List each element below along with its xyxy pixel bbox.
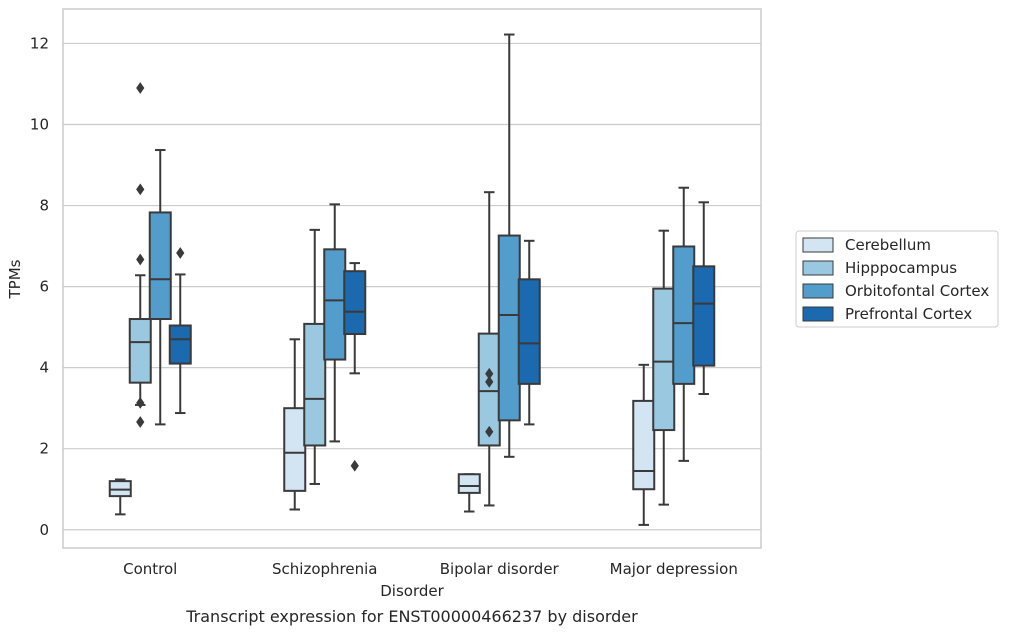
box-cerebellum [632,363,656,526]
outlier-point [485,425,494,438]
box-iqr [128,318,152,384]
box-cerebellum [283,338,307,511]
box-orbitofontal-cortex [323,203,347,443]
boxes [108,33,716,526]
outlier-point [136,416,145,428]
box-iqr [343,270,367,336]
chart-caption: Transcript expression for ENST0000046623… [185,607,638,626]
box-iqr [108,480,132,498]
box-hipppocampus [128,82,152,428]
outlier-point [136,82,145,94]
box-iqr [632,399,656,491]
y-tick-label: 4 [39,359,49,377]
box-iqr [652,287,676,432]
box-iqr [672,245,696,385]
box-iqr [168,324,192,365]
box-hipppocampus [303,228,327,485]
box-iqr [517,278,541,385]
box-iqr [283,407,307,492]
legend-label: Cerebellum [845,236,931,254]
legend-label: Hipppocampus [845,259,957,277]
box-iqr [323,248,347,361]
legend-frame [795,230,999,328]
x-tick-label: Schizophrenia [272,560,377,578]
legend-label: Orbitofontal Cortex [845,282,989,300]
legend-swatch [802,306,834,322]
box-orbitofontal-cortex [148,149,172,426]
legend-label: Prefrontal Cortex [845,305,972,323]
outlier-point [136,253,145,266]
plot-frame [62,8,762,549]
box-prefrontal-cortex [343,262,367,472]
legend-swatch [802,260,834,276]
box-iqr [497,234,521,422]
box-iqr [303,322,327,447]
y-tick-label: 12 [30,34,49,52]
y-ticks: 0 2 4 6 8 10 12 [30,34,49,538]
outlier-point [136,183,145,196]
outlier-point [176,247,185,259]
y-axis-label: TPMs [6,259,24,299]
box-iqr [692,265,716,367]
legend: Cerebellum Hipppocampus Orbitofontal Corte… [795,230,999,328]
y-tick-label: 8 [39,197,49,215]
box-hipppocampus [652,229,676,506]
y-tick-label: 2 [39,440,49,458]
box-cerebellum [108,478,132,516]
box-orbitofontal-cortex [672,186,696,462]
outlier-point [485,375,494,388]
box-orbitofontal-cortex [497,33,521,458]
box-iqr [148,211,172,321]
outlier-point [350,459,359,472]
x-tick-label: Control [123,560,177,578]
y-tick-label: 10 [30,116,49,134]
box-iqr [457,473,481,494]
box-hipppocampus [477,191,501,507]
x-tick-label: Bipolar disorder [440,560,560,578]
y-tick-label: 6 [39,278,49,296]
box-cerebellum [457,473,481,513]
box-prefrontal-cortex [517,239,541,426]
x-axis-label: Disorder [380,582,444,600]
legend-swatch [802,237,834,253]
x-ticks: Control Schizophrenia Bipolar disorder Majo… [123,560,738,578]
y-tick-label: 0 [39,521,49,539]
box-prefrontal-cortex [692,201,716,395]
box-prefrontal-cortex [168,247,192,415]
x-tick-label: Major depression [610,560,738,578]
outlier-point [136,397,145,409]
legend-swatch [802,283,834,299]
